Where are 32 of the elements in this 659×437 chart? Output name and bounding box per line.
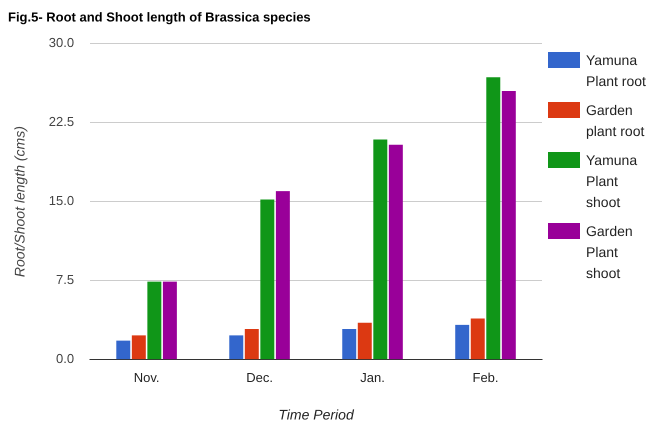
bar xyxy=(502,91,516,360)
legend-label: Yamuna Plant root xyxy=(586,51,647,91)
bar xyxy=(455,324,470,360)
y-tick-label: 22.5 xyxy=(48,114,74,130)
bar xyxy=(276,191,290,360)
bar xyxy=(342,329,356,360)
y-tick-label: 30.0 xyxy=(48,35,74,50)
bar xyxy=(470,318,485,360)
bar xyxy=(358,322,372,360)
bar xyxy=(162,282,177,360)
y-tick-label: 15.0 xyxy=(48,193,74,208)
legend-label: Garden Plant shoot xyxy=(586,222,634,283)
y-tick-label: 7.5 xyxy=(56,272,74,288)
legend-label: Garden plant root xyxy=(586,101,646,141)
x-axis-title: Time Period xyxy=(278,406,355,422)
y-axis-title: Root/Shoot length (cms) xyxy=(11,126,28,278)
bar xyxy=(244,329,259,360)
bar xyxy=(373,139,388,360)
x-tick-label: Feb. xyxy=(472,370,499,385)
x-tick-label: Jan. xyxy=(360,370,385,385)
bar xyxy=(132,335,146,360)
bar xyxy=(260,199,274,360)
bar xyxy=(486,77,500,360)
x-tick-label: Nov. xyxy=(134,370,160,385)
bar xyxy=(229,335,244,360)
bar xyxy=(388,144,403,360)
x-tick-label: Dec. xyxy=(246,370,273,385)
y-tick-label: 0.0 xyxy=(56,351,74,366)
bar xyxy=(116,340,130,360)
legend-label: Yamuna Plant shoot xyxy=(586,151,638,212)
chart-title: Fig.5- Root and Shoot length of Brassica species xyxy=(8,9,311,24)
bar xyxy=(147,282,162,360)
